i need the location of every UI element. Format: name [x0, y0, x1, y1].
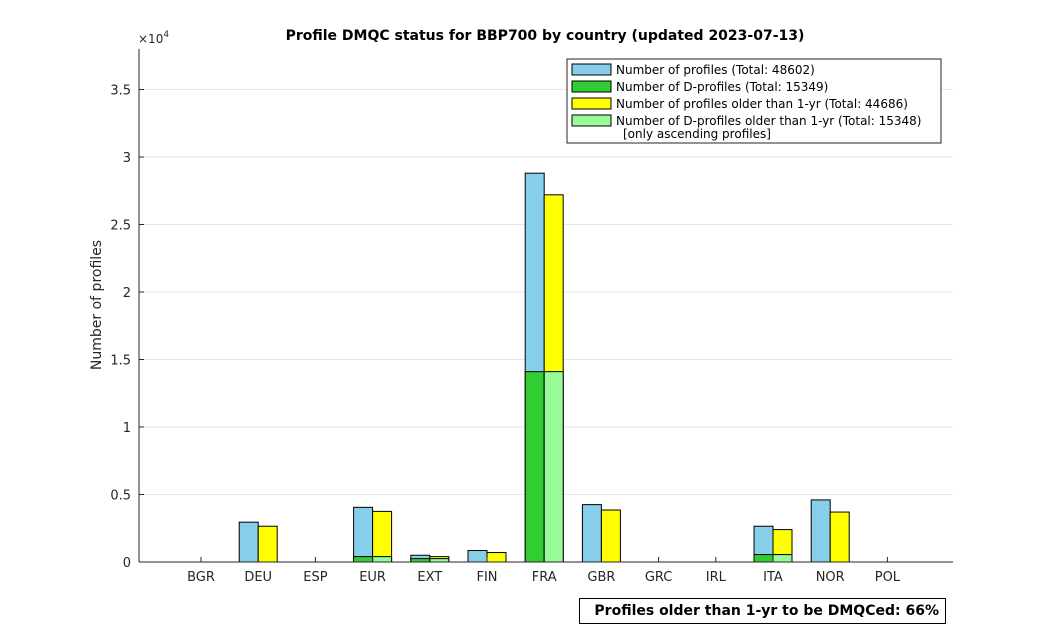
- legend-label: Number of profiles older than 1-yr (Tota…: [616, 97, 908, 111]
- x-tick-label: GBR: [587, 570, 615, 585]
- legend-label: Number of D-profiles (Total: 15349): [616, 80, 828, 94]
- bar-profiles-older: [257, 525, 278, 563]
- legend-items: Number of profiles (Total: 48602) Number …: [571, 63, 921, 128]
- legend: Number of profiles (Total: 48602) Number …: [566, 58, 942, 144]
- bar-profiles-older: [600, 509, 621, 563]
- legend-note: [only ascending profiles]: [623, 127, 771, 141]
- bar-profiles-older: [829, 511, 850, 563]
- x-tick-label: IRL: [706, 570, 727, 585]
- y-tick-label: 2: [123, 286, 131, 301]
- bar-profiles: [581, 504, 602, 563]
- y-exponent: ×104: [138, 30, 169, 46]
- bar-d-profiles: [353, 556, 374, 563]
- x-tick-label: DEU: [244, 570, 272, 585]
- y-tick-label: 0.5: [110, 489, 131, 504]
- y-tick-label: 1: [123, 421, 131, 436]
- bar-d-profiles-older: [429, 558, 450, 563]
- footer-note: Profiles older than 1-yr to be DMQCed: 6…: [579, 598, 946, 624]
- bar-profiles-older: [486, 552, 507, 563]
- x-tick-label: ESP: [303, 570, 327, 585]
- bar-profiles: [810, 499, 831, 563]
- x-tick-label: POL: [875, 570, 901, 585]
- x-tick-label: GRC: [645, 570, 673, 585]
- legend-swatch: [571, 63, 612, 76]
- legend-box: [566, 58, 942, 144]
- x-tick-label: ITA: [763, 570, 783, 585]
- x-ticks: BGR DEU ESP EUR EXT FIN FRA GBR GRC IRL ITA NOR POL: [187, 557, 901, 585]
- legend-label: Number of profiles (Total: 48602): [616, 63, 815, 77]
- y-tick-label: 2.5: [110, 219, 131, 234]
- legend-swatch: [571, 114, 612, 127]
- bar-d-profiles: [524, 371, 545, 563]
- y-tick-label: 1.5: [110, 354, 131, 369]
- legend-swatch: [571, 80, 612, 93]
- legend-label: Number of D-profiles older than 1-yr (To…: [616, 114, 921, 128]
- bar-d-profiles-older: [772, 554, 793, 563]
- y-axis-label: Number of profiles: [89, 240, 105, 370]
- x-tick-label: FIN: [476, 570, 497, 585]
- bar-profiles: [353, 506, 374, 563]
- y-tick-label: 3.5: [110, 84, 131, 99]
- x-tick-label: EUR: [359, 570, 386, 585]
- y-ticks: 0 0.5 1 1.5 2 2.5 3 3.5: [110, 84, 144, 571]
- bar-d-profiles: [410, 558, 431, 563]
- y-tick-label: 0: [123, 556, 131, 571]
- x-tick-label: BGR: [187, 570, 215, 585]
- bar-d-profiles: [753, 554, 774, 563]
- chart-title: Profile DMQC status for BBP700 by countr…: [286, 28, 805, 44]
- x-tick-label: EXT: [417, 570, 442, 585]
- bar-d-profiles-older: [372, 556, 393, 563]
- bar-profiles: [467, 550, 488, 563]
- x-tick-label: FRA: [532, 570, 557, 585]
- y-tick-label: 3: [123, 151, 131, 166]
- bars: [238, 172, 850, 563]
- legend-swatch: [571, 97, 612, 110]
- x-tick-label: NOR: [816, 570, 845, 585]
- bar-profiles-older: [372, 510, 393, 563]
- bar-d-profiles-older: [543, 371, 564, 563]
- bar-profiles: [238, 521, 259, 563]
